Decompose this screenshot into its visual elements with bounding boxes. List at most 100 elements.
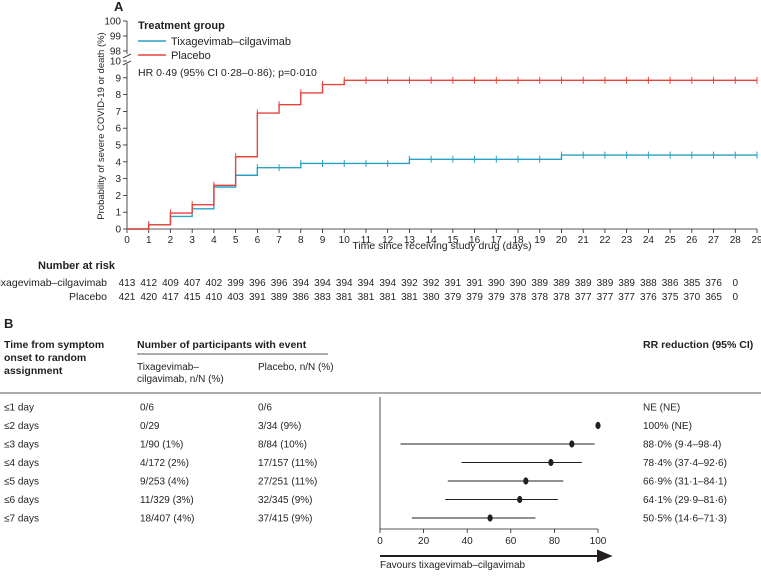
row-onset-label: ≤6 days <box>4 495 39 506</box>
km-curve-tixagevimab <box>127 155 757 229</box>
row-tix-value: 0/29 <box>140 421 160 432</box>
x-tick-label: 22 <box>599 235 611 246</box>
at-risk-value: 370 <box>683 292 700 303</box>
at-risk-value: 385 <box>683 278 700 289</box>
at-risk-value: 396 <box>271 278 288 289</box>
at-risk-value: 399 <box>227 278 244 289</box>
row-placebo-value: 27/251 (11%) <box>258 477 317 488</box>
at-risk-value: 389 <box>553 278 570 289</box>
at-risk-value: 394 <box>379 278 396 289</box>
row-rr-value: 64·1% (29·9–81·6) <box>643 495 727 506</box>
at-risk-value: 377 <box>575 292 592 303</box>
at-risk-value: 417 <box>162 292 179 303</box>
y-tick-label: 2 <box>115 191 121 202</box>
legend-label-placebo: Placebo <box>171 50 211 62</box>
at-risk-value: 388 <box>640 278 657 289</box>
row-onset-label: ≤7 days <box>4 514 39 525</box>
at-risk-value: 389 <box>531 278 548 289</box>
x-tick-label: 1 <box>146 235 152 246</box>
y-tick-label: 6 <box>115 124 121 135</box>
row-tix-value: 11/329 (3%) <box>140 495 194 506</box>
x-tick-label: 17 <box>491 235 503 246</box>
row-rr-value: 100% (NE) <box>643 421 692 432</box>
x-tick-label: 6 <box>255 235 261 246</box>
rr-header: RR reduction (95% CI) <box>643 339 753 351</box>
at-risk-value: 375 <box>662 292 679 303</box>
row-placebo-value: 37/415 (9%) <box>258 514 312 525</box>
tix-col-header-line1: Tixagevimab– <box>137 362 199 373</box>
y-tick-label: 0 <box>115 225 121 236</box>
at-risk-value: 0 <box>732 278 738 289</box>
at-risk-value: 381 <box>379 292 396 303</box>
row-tix-value: 0/6 <box>140 403 154 414</box>
row-tix-value: 9/253 (4%) <box>140 477 189 488</box>
at-risk-value: 394 <box>292 278 309 289</box>
x-tick-label: 4 <box>211 235 217 246</box>
at-risk-value: 379 <box>445 292 462 303</box>
panel-a-label: A <box>114 0 124 14</box>
at-risk-value: 386 <box>292 292 309 303</box>
at-risk-value: 381 <box>401 292 418 303</box>
row-placebo-value: 32/345 (9%) <box>258 495 312 506</box>
at-risk-value: 381 <box>358 292 375 303</box>
x-tick-label: 8 <box>298 235 304 246</box>
onset-header-line3: assignment <box>4 365 63 377</box>
hazard-ratio-text: HR 0·49 (95% CI 0·28–0·86); p=0·010 <box>138 67 317 79</box>
tix-col-header-line2: cilgavimab, n/N (%) <box>137 374 224 385</box>
at-risk-value: 389 <box>618 278 635 289</box>
x-tick-label: 28 <box>730 235 742 246</box>
y-tick-label: 3 <box>115 174 121 185</box>
at-risk-value: 394 <box>314 278 331 289</box>
at-risk-value: 365 <box>705 292 722 303</box>
x-tick-label: 24 <box>643 235 655 246</box>
row-onset-label: ≤5 days <box>4 477 39 488</box>
at-risk-value: 407 <box>184 278 201 289</box>
at-risk-value: 403 <box>227 292 244 303</box>
row-placebo-value: 8/84 (10%) <box>258 440 307 451</box>
at-risk-value: 378 <box>553 292 570 303</box>
at-risk-value: 409 <box>162 278 179 289</box>
at-risk-value: 379 <box>488 292 505 303</box>
at-risk-value: 389 <box>597 278 614 289</box>
x-tick-label: 26 <box>686 235 698 246</box>
at-risk-value: 392 <box>423 278 440 289</box>
row-tix-value: 1/90 (1%) <box>140 440 183 451</box>
row-placebo-value: 3/34 (9%) <box>258 421 301 432</box>
point-estimate <box>548 459 553 466</box>
at-risk-value: 389 <box>575 278 592 289</box>
x-tick-label: 18 <box>512 235 524 246</box>
row-rr-value: 78·4% (37·4–92·6) <box>643 458 727 469</box>
at-risk-value: 410 <box>206 292 223 303</box>
at-risk-value: 377 <box>618 292 635 303</box>
at-risk-value: 420 <box>140 292 157 303</box>
x-tick-label: 9 <box>320 235 326 246</box>
x-tick-label: 0 <box>124 235 130 246</box>
x-tick-label: 3 <box>189 235 195 246</box>
at-risk-value: 383 <box>314 292 331 303</box>
at-risk-value: 415 <box>184 292 201 303</box>
forest-x-tick-label: 40 <box>462 536 474 547</box>
at-risk-value: 413 <box>119 278 136 289</box>
y-tick-label: 8 <box>115 90 121 101</box>
y-tick-label: 9 <box>115 73 121 84</box>
figure-canvas: A Treatment group Tixagevimab–cilgavimab… <box>0 0 761 578</box>
row-tix-value: 18/407 (4%) <box>140 514 194 525</box>
y-tick-label: 100 <box>104 17 121 28</box>
x-tick-label: 27 <box>708 235 720 246</box>
y-tick-label: 5 <box>115 141 121 152</box>
row-onset-label: ≤4 days <box>4 458 39 469</box>
row-onset-label: ≤2 days <box>4 421 39 432</box>
point-estimate <box>487 514 492 521</box>
axis-break-mark <box>123 54 131 58</box>
at-risk-value: 396 <box>249 278 266 289</box>
x-axis-label: Time since receiving study drug (days) <box>352 240 531 252</box>
forest-x-tick-label: 60 <box>505 536 517 547</box>
at-risk-value: 394 <box>336 278 353 289</box>
favours-label: Favours tixagevimab–cilgavimab <box>380 560 526 571</box>
row-placebo-value: 0/6 <box>258 403 272 414</box>
at-risk-value: 392 <box>401 278 418 289</box>
at-risk-label-placebo: Placebo <box>69 291 107 303</box>
legend-title: Treatment group <box>138 20 225 32</box>
at-risk-label-tix: Tixagevimab–cilgavimab <box>0 277 107 289</box>
forest-plot: 0 20 40 60 80 100 ≤1 day 0/6 0/6 NE (NE) ≤2 days 0/… <box>4 397 727 547</box>
